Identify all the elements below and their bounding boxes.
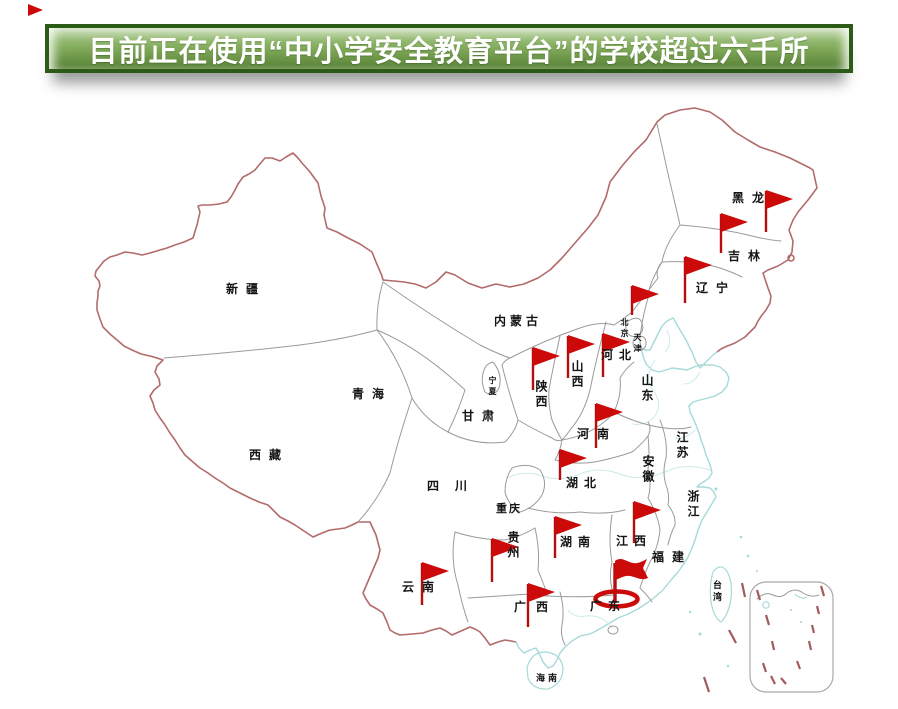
coastline — [515, 317, 758, 690]
flag-pennant — [766, 190, 793, 209]
flag-marker-hubei — [558, 449, 587, 480]
flag-pennant — [603, 333, 630, 352]
inset-box — [749, 581, 834, 693]
flag-marker-shanxi — [566, 335, 595, 378]
flag-marker-jilin — [719, 213, 748, 253]
beijing-outline — [625, 317, 644, 337]
flag-pennant — [492, 538, 519, 557]
rivers — [506, 329, 711, 629]
nine-dash-line — [755, 585, 826, 685]
province-borders — [163, 123, 782, 646]
flag-pennant — [422, 562, 449, 581]
flag-marker-guizhou — [490, 538, 519, 582]
flag-marker-liaoning — [683, 256, 712, 303]
flag-pennant — [721, 213, 748, 232]
flag-pennant — [685, 256, 712, 275]
flag-marker-jiangxi — [632, 501, 661, 543]
title-banner: 目前正在使用“中小学安全教育平台”的学校超过六千所 — [45, 24, 853, 73]
flag-marker-hebei — [601, 333, 630, 377]
flag-banner — [615, 559, 648, 580]
border-knob — [787, 254, 795, 262]
national-border — [94, 107, 818, 646]
tianjin-outline — [632, 335, 647, 351]
flag-marker-hunan — [553, 516, 582, 558]
flag-pennant — [634, 501, 661, 520]
flag-marker-hebei-north — [630, 285, 659, 315]
flag-pennant — [528, 583, 555, 602]
flag-marker-yunnan — [420, 562, 449, 605]
hainan-island — [526, 651, 564, 690]
flag-marker-guangdong-special — [593, 559, 648, 609]
taiwan-island — [709, 566, 733, 623]
flag-pennant — [632, 285, 659, 304]
flag-marker-shaanxi — [531, 347, 560, 390]
flag-marker-heilongjiang — [764, 190, 793, 232]
flag-pennant — [568, 335, 595, 354]
corner-mark — [28, 4, 43, 16]
flag-pennant — [560, 449, 587, 468]
hongkong-circle — [607, 625, 619, 635]
flag-marker-henan — [594, 403, 623, 448]
flag-pennant — [596, 403, 623, 422]
flag-pennant — [555, 516, 582, 535]
banner-text: 目前正在使用“中小学安全教育平台”的学校超过六千所 — [88, 35, 810, 68]
flag-pennant — [533, 347, 560, 366]
flag-marker-guangxi — [526, 583, 555, 627]
south-sea-inset — [702, 581, 834, 693]
flag-markers — [420, 190, 793, 627]
